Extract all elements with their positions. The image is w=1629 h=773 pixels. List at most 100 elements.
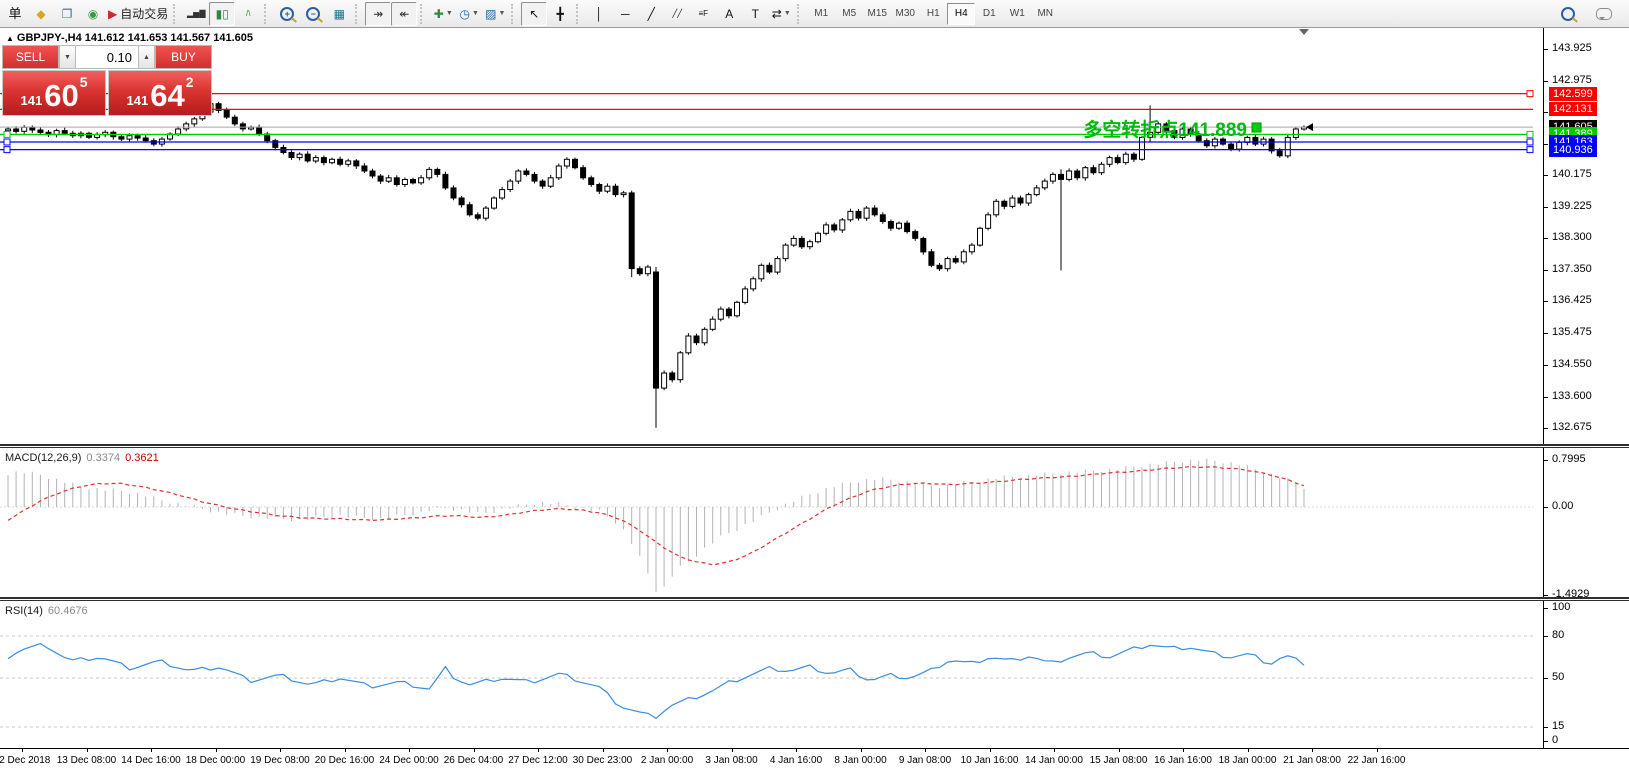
axis-tick [1544,741,1548,742]
time-axis-label: 26 Dec 04:00 [443,755,504,766]
symbol-ohlc-text: GBPJPY-,H4 141.612 141.653 141.567 141.6… [16,32,253,44]
sell-button[interactable]: SELL [2,45,59,69]
time-axis-label: 16 Jan 16:00 [1154,755,1212,766]
autotrading-icon: ▶ [108,6,118,21]
bar-chart-icon: ▂▅▇ [187,8,206,18]
text-button[interactable]: A [716,2,742,26]
arrows-button[interactable]: ⇄ ▼ [768,2,794,26]
search-button[interactable] [1555,2,1581,26]
channel-icon: ╱╱ [672,8,683,18]
price-axis-label: 142.599 [1549,86,1597,101]
bid-pip: 5 [79,74,88,90]
signal-icon[interactable]: ◉ [80,2,106,26]
time-axis-label: 10 Jan 16:00 [960,755,1019,766]
time-axis-tick [796,749,797,752]
timeframe-mn-button[interactable]: MN [1037,8,1054,19]
trendline-button[interactable]: ╱ [638,2,664,26]
axis-tick [1544,427,1548,429]
timeframe-m30-button[interactable]: M30 [895,8,915,19]
axis-tick [1544,301,1548,303]
candlestick-button[interactable]: ▮▯ [209,1,236,26]
time-axis-label: 19 Dec 08:00 [250,755,310,766]
volume-up-button[interactable]: ▲ [138,45,155,69]
label-button[interactable]: T [742,2,768,26]
buy-button[interactable]: BUY [155,45,212,69]
timeframe-h1-button[interactable]: H1 [926,8,940,19]
level-line-handle[interactable] [3,138,11,146]
new-order-button[interactable]: 单 [2,2,28,26]
sell-price-tile[interactable]: 141 60 5 [2,70,106,116]
autotrading-button[interactable]: ▶ 自动交易 [106,2,170,26]
toolbar-separator [173,3,180,24]
timeframe-m15-button[interactable]: M15 [867,8,887,19]
chart-shift-marker[interactable] [1299,29,1309,35]
new-chart-icon[interactable]: ❐ [54,2,80,26]
price-axis-label: 132.675 [1552,420,1592,433]
level-line-handle[interactable] [1526,130,1534,138]
axis-tick [1544,364,1548,366]
price-axis-label: 0.00 [1552,500,1574,512]
time-axis-label: 21 Jan 08:00 [1283,755,1341,766]
zoom-in-button[interactable]: + [274,2,300,26]
level-line-handle[interactable] [3,130,11,138]
crosshair-button[interactable]: ╋ [547,2,573,26]
price-chart[interactable]: 多空转折点141.889 [0,28,1543,772]
time-axis-label: 14 Jan 00:00 [1025,755,1083,766]
ask-prefix: 141 [126,93,149,108]
chart-shift-button[interactable]: ↞ [391,1,418,26]
auto-scroll-button[interactable]: ↠ [365,1,392,26]
vertical-line-button[interactable]: │ [586,2,612,26]
timeframe-w1-button[interactable]: W1 [1009,8,1025,19]
profile-icon: ◆ [36,6,46,21]
bar-chart-button[interactable]: ▂▅▇ [183,2,209,26]
profile-icon[interactable]: ◆ [28,2,54,26]
price-axis-label: 142.131 [1549,102,1597,117]
price-axis-label: 136.425 [1552,294,1592,307]
toolbar-separator [420,3,427,24]
horizontal-line-button[interactable]: ─ [612,2,638,26]
toolbar-separator [797,3,804,24]
level-line-handle[interactable] [1526,90,1534,98]
volume-input[interactable] [76,45,138,69]
time-axis-label: 15 Jan 08:00 [1089,755,1148,766]
candles [5,95,1307,428]
zoom-out-button[interactable]: − [300,2,326,26]
pane-divider-macd[interactable] [0,444,1629,448]
price-axis-label: 140.175 [1552,168,1592,181]
level-line-handle[interactable] [1526,138,1534,146]
time-axis-tick [602,749,604,752]
buy-price-tile[interactable]: 141 64 2 [108,70,212,116]
price-axis-label: 134.550 [1552,357,1592,370]
chat-button[interactable] [1591,2,1617,26]
periods-button[interactable]: ◷ ▼ [456,2,482,26]
axis-tick [1544,636,1548,637]
turning-point-annotation[interactable]: 多空转折点141.889 [1083,118,1247,141]
toolbar-separator [576,3,583,24]
volume-down-button[interactable]: ▼ [59,45,76,69]
fibonacci-button[interactable]: ≡F [690,2,716,26]
price-axis-label: 139.225 [1552,200,1592,213]
time-axis: 12 Dec 2018 13 Dec 08:00 14 Dec 16:00 18 De… [0,748,1629,773]
time-axis-label: 13 Dec 08:00 [56,755,117,766]
line-chart-button[interactable]: /\ [235,2,261,26]
chat-icon [1596,7,1612,20]
new-order-icon: 单 [8,6,22,21]
timeframe-m1-button[interactable]: M1 [814,8,829,19]
time-axis-tick [1118,749,1120,752]
channel-button[interactable]: ╱╱ [664,2,690,26]
cursor-button[interactable]: ↖ [521,1,548,26]
time-axis-tick [989,749,991,752]
timeframe-m5-button[interactable]: M5 [842,8,857,19]
timeframe-d1-button[interactable]: D1 [982,8,996,19]
time-axis-label: 12 Dec 2018 [0,755,51,766]
level-line-handle[interactable] [3,146,11,154]
level-line-handle[interactable] [1526,146,1534,154]
timeframe-h4-button[interactable]: H4 [947,2,976,25]
templates-button[interactable]: ▨ ▼ [482,2,508,26]
chart-collapse-icon[interactable]: ▲ [6,34,14,43]
pane-divider-rsi[interactable] [0,597,1629,601]
tile-windows-button[interactable]: ▦ [326,2,352,26]
indicators-button[interactable]: ✚ ▼ [430,2,456,26]
time-axis-tick [860,749,862,752]
bid-main: 60 [44,78,79,113]
